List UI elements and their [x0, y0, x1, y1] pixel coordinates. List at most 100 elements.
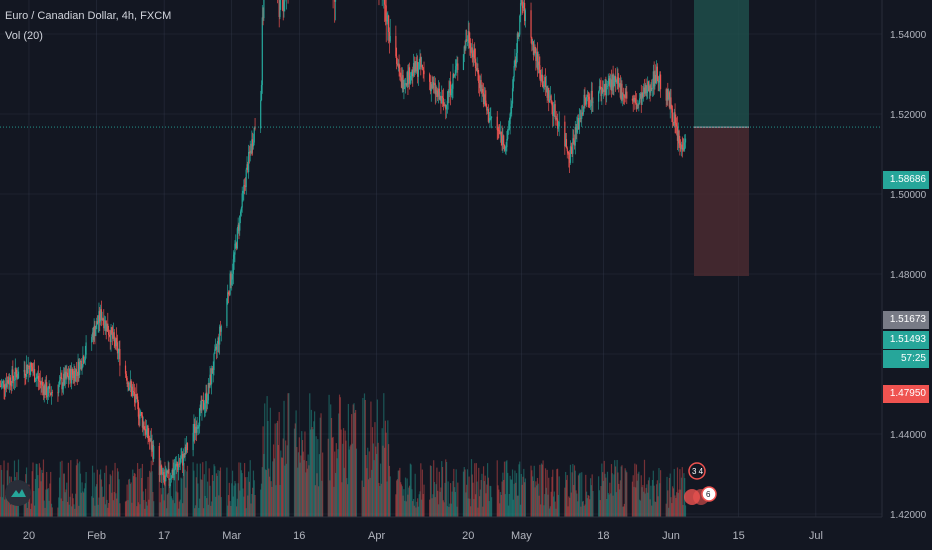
- time-axis[interactable]: 20 Feb 17 Mar 16 Apr 20 May 18 Jun 15 Jul: [0, 516, 882, 542]
- volume-bar: [544, 494, 546, 517]
- volume-bar: [655, 502, 657, 517]
- volume-bar: [503, 461, 506, 517]
- candle-body: [169, 478, 171, 480]
- tradingview-logo-icon[interactable]: [5, 480, 31, 506]
- volume-bar: [29, 494, 31, 517]
- volume-bar: [46, 472, 48, 517]
- candle-body: [231, 279, 233, 285]
- candle-body: [42, 381, 44, 386]
- volume-bar: [300, 455, 302, 517]
- candle-body: [165, 470, 168, 476]
- candle-body: [452, 74, 454, 89]
- candle-body: [552, 105, 554, 116]
- candle-body: [186, 442, 189, 451]
- candle-body: [99, 311, 101, 322]
- volume-bar: [666, 476, 668, 517]
- candle-body: [234, 243, 236, 255]
- volume-bar: [564, 487, 566, 517]
- volume-bar: [386, 481, 388, 517]
- candle-body: [540, 74, 543, 81]
- candle-body: [140, 412, 142, 415]
- volume-bar: [4, 499, 6, 517]
- volume-bar: [167, 493, 169, 517]
- volume-bar: [91, 496, 93, 517]
- candle-body: [643, 87, 645, 97]
- volume-bar: [414, 473, 416, 517]
- entry-price-label: 1.51673: [883, 311, 929, 329]
- candle-body: [46, 382, 48, 398]
- volume-bar: [336, 458, 338, 517]
- candle-body: [640, 93, 642, 105]
- candle-body: [598, 86, 601, 92]
- candle-body: [515, 59, 517, 64]
- volume-bar: [480, 480, 482, 517]
- volume-bar: [547, 494, 549, 517]
- candle-body: [239, 211, 242, 216]
- volume-bar: [0, 496, 1, 517]
- candle-body: [546, 86, 548, 98]
- volume-bar: [396, 480, 398, 517]
- candle-body: [465, 39, 467, 49]
- volume-bar: [267, 420, 269, 517]
- candle-body: [603, 89, 605, 92]
- candle-body: [411, 69, 413, 76]
- symbol-title[interactable]: Euro / Canadian Dollar, 4h, FXCM: [5, 10, 172, 22]
- candle-body: [522, 6, 524, 8]
- volume-bar: [506, 460, 508, 517]
- volume-indicator-label[interactable]: Vol (20): [5, 30, 43, 42]
- candle-body: [33, 369, 36, 382]
- volume-bar: [586, 498, 588, 517]
- volume-bar: [282, 438, 284, 517]
- candle-body: [485, 100, 487, 107]
- volume-bar: [677, 492, 679, 517]
- volume-bar: [375, 453, 378, 517]
- volume-bar: [159, 502, 161, 517]
- candle-body: [453, 74, 456, 77]
- volume-bar: [536, 485, 538, 517]
- event-markers[interactable]: 3 4 6: [684, 462, 717, 505]
- volume-bar: [83, 492, 85, 517]
- volume-bar: [555, 508, 557, 517]
- candle-body: [610, 79, 613, 91]
- volume-bar: [103, 496, 105, 517]
- volume-bar: [316, 473, 318, 517]
- candle-body: [471, 47, 473, 54]
- volume-bar: [644, 493, 646, 517]
- candle-body: [581, 112, 583, 119]
- volume-bar: [456, 506, 458, 517]
- volume-bar: [352, 404, 354, 517]
- volume-bar: [388, 465, 391, 517]
- candle-body: [566, 147, 568, 152]
- candle-body: [26, 364, 28, 374]
- volume-bar: [253, 480, 255, 517]
- candle-body: [158, 446, 160, 475]
- volume-bar: [209, 485, 211, 517]
- volume-bar: [504, 494, 506, 517]
- volume-bar: [543, 505, 545, 517]
- volume-bar: [548, 477, 550, 517]
- candle-body: [684, 138, 687, 143]
- candle-body: [396, 56, 398, 64]
- volume-bar: [137, 502, 139, 517]
- candle-body: [477, 68, 479, 74]
- volume-bar: [150, 460, 152, 517]
- candle-body: [61, 377, 63, 390]
- volume-bar: [306, 468, 308, 517]
- volume-bar: [200, 479, 202, 517]
- volume-bar: [643, 459, 646, 517]
- candle-body: [13, 380, 16, 381]
- candle-body: [423, 70, 425, 75]
- price-tick-label: 1.54000: [890, 30, 927, 41]
- volume-bar: [48, 500, 50, 517]
- candle-body: [80, 360, 82, 370]
- candle-body: [478, 83, 481, 89]
- candle-body: [429, 74, 431, 82]
- volume-bar: [436, 467, 438, 517]
- candle-body: [653, 71, 655, 87]
- candle-body: [208, 382, 210, 388]
- position-tool[interactable]: [694, 0, 749, 276]
- volume-bar: [654, 501, 656, 517]
- candle-body: [114, 339, 116, 347]
- volume-bar: [485, 493, 487, 517]
